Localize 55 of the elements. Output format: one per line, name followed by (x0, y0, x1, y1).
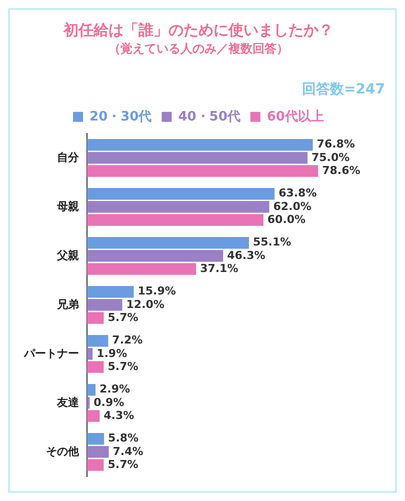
data-label: 60.0% (267, 212, 306, 226)
data-label: 78.6% (322, 164, 360, 177)
chart-subtitle: （覚えている人のみ／複数回答） (108, 41, 288, 56)
bar (87, 361, 104, 373)
bar (87, 299, 122, 311)
bar (87, 348, 93, 360)
data-label: 15.9% (138, 284, 176, 298)
data-label: 63.8% (278, 186, 317, 200)
bar (87, 384, 96, 396)
y-tick-label: 友達 (56, 396, 79, 409)
data-label: 5.7% (108, 310, 138, 324)
bar (87, 286, 134, 298)
y-tick-label: 兄弟 (56, 298, 79, 311)
bar (87, 446, 109, 458)
bar (87, 201, 270, 213)
chart-title: 初任給は「誰」のために使いましたか？ (62, 20, 334, 39)
data-label: 37.1% (200, 262, 238, 275)
legend-label: 20・30代 (90, 109, 152, 124)
y-tick-label: 自分 (57, 150, 80, 164)
data-label: 76.8% (316, 138, 355, 151)
data-label: 75.0% (312, 150, 350, 164)
data-label: 7.2% (112, 334, 143, 347)
y-tick-label: その他 (46, 444, 80, 458)
data-label: 1.9% (96, 346, 128, 360)
bar (87, 236, 249, 249)
data-label: 7.4% (112, 444, 144, 458)
data-label: 5.8% (108, 432, 139, 445)
bar (87, 152, 308, 164)
bar (87, 312, 104, 324)
bar (87, 250, 224, 262)
data-label: 4.3% (104, 408, 134, 422)
data-label: 12.0% (126, 298, 164, 311)
y-tick-label: 母親 (56, 200, 79, 213)
bar (87, 410, 100, 422)
data-label: 0.9% (94, 396, 124, 409)
bar (87, 397, 90, 409)
y-tick-label: 父親 (56, 248, 79, 262)
bar (87, 459, 104, 471)
data-label: 55.1% (252, 236, 292, 249)
bar (87, 432, 104, 445)
bar (87, 334, 108, 347)
bar (87, 214, 264, 226)
bar (87, 188, 275, 200)
data-label: 5.7% (108, 458, 138, 471)
text: 回答数=247 (302, 82, 385, 98)
bar (87, 165, 318, 177)
y-tick-label: パートナー (23, 346, 79, 360)
bar (87, 263, 196, 275)
data-label: 2.9% (100, 382, 130, 396)
data-label: 62.0% (273, 200, 312, 213)
legend-label: 60代以上 (266, 109, 324, 124)
data-label: 46.3% (227, 248, 266, 262)
bar (87, 138, 313, 151)
data-label: 5.7% (108, 360, 138, 373)
legend-label: 40・50代 (178, 109, 240, 124)
